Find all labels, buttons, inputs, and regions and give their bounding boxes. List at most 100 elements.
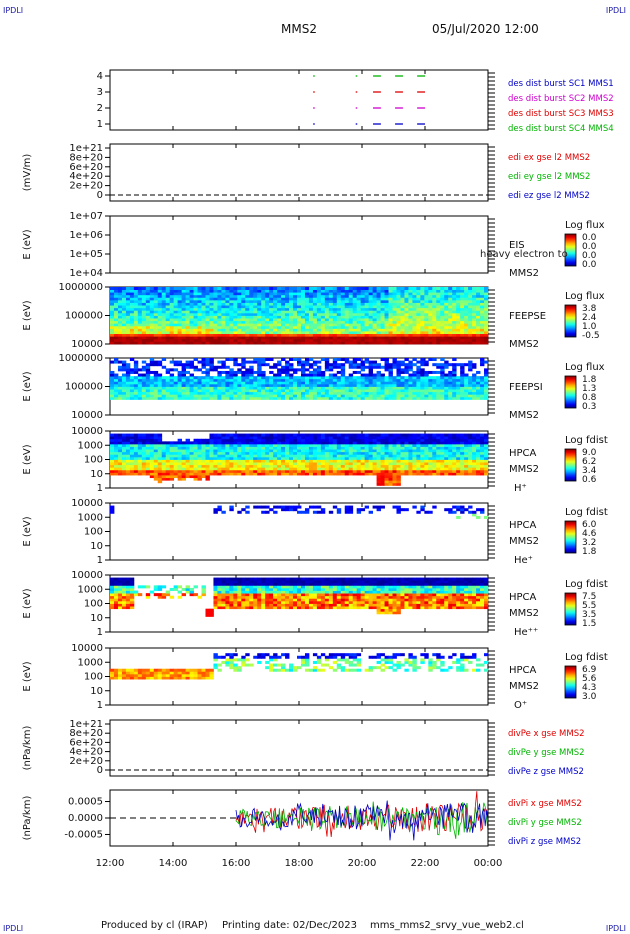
feepsi-colorbar-tick: 1.3 xyxy=(582,384,596,394)
hpca_he2-colorbar xyxy=(564,592,577,626)
burst-ytick-label: 3 xyxy=(97,87,103,98)
hpca_he-ytick-label: 10000 xyxy=(71,498,103,509)
hpca_he2-colorbar-tick: 5.5 xyxy=(582,601,596,611)
hpca_h-instrument-label: MMS2 xyxy=(509,464,539,475)
hpca_he-spectrogram xyxy=(110,505,489,519)
hpca_he2-instrument-label: HPCA xyxy=(509,592,537,603)
hpca_h-colorbar-title: Log fdist xyxy=(565,435,608,446)
hpca_he-ytick-label: 1000 xyxy=(78,512,103,523)
feepsi-colorbar-tick: 1.8 xyxy=(582,375,597,385)
feepse-instrument-label: MMS2 xyxy=(509,339,539,350)
hpca_he-ylabel: E (eV) xyxy=(22,516,33,546)
edi-right-ticks xyxy=(488,146,495,200)
hpca_he2-ytick-label: 100 xyxy=(84,599,103,610)
hpca_he-ytick-label: 100 xyxy=(84,527,103,538)
feepse-colorbar-title: Log flux xyxy=(565,291,605,302)
feepse-ytick-label: 100000 xyxy=(65,311,103,322)
edi-ytick-label: 4e+20 xyxy=(69,171,103,182)
divpe-ylabel: (nPa/km) xyxy=(22,726,33,771)
feepse-right-ticks xyxy=(488,289,495,343)
hpca_o-instrument-label: HPCA xyxy=(509,665,537,676)
hpca_he-instrument-label: HPCA xyxy=(509,520,537,531)
edi-ytick-label: 2e+20 xyxy=(69,181,103,192)
hpca_he2-colorbar-tick: 7.5 xyxy=(582,592,596,602)
divpe-ytick-label: 6e+20 xyxy=(69,737,103,748)
hpca_he-instrument-label: He⁺ xyxy=(514,555,533,566)
corner-label-top-left: IPDLI xyxy=(3,6,24,15)
divpi-legend-entry: divPi x gse MMS2 xyxy=(508,799,582,809)
divpi-ytick-label: -0.0005 xyxy=(64,829,103,840)
eis-ytick-label: 1e+07 xyxy=(69,211,103,222)
spacecraft-title: MMS2 xyxy=(281,22,317,36)
feepsi-spectrogram xyxy=(110,358,489,400)
hpca_h-ylabel: E (eV) xyxy=(22,444,33,474)
hpca_h-colorbar xyxy=(564,448,577,482)
eis-ytick-label: 1e+05 xyxy=(69,249,103,260)
feepse-ytick-label: 10000 xyxy=(71,339,103,350)
hpca_he2-ylabel: E (eV) xyxy=(22,588,33,618)
edi-ytick-label: 1e+21 xyxy=(69,143,103,154)
divpe-ytick-label: 4e+20 xyxy=(69,747,103,758)
time-tick-label: 20:00 xyxy=(348,858,377,869)
hpca_he-colorbar-tick: 1.8 xyxy=(582,547,597,557)
datetime-title: 05/Jul/2020 12:00 xyxy=(432,22,539,36)
divpe-legend-entry: divPe y gse MMS2 xyxy=(508,748,585,758)
hpca_h-ytick-label: 10 xyxy=(90,469,103,480)
hpca_he2-colorbar-tick: 3.5 xyxy=(582,610,596,620)
eis-right-ticks xyxy=(488,218,495,272)
divpe-ytick-label: 8e+20 xyxy=(69,728,103,739)
footer-printing-date: Printing date: 02/Dec/2023 xyxy=(222,920,358,931)
divpe-frame xyxy=(109,719,489,777)
hpca_he2-colorbar-tick: 1.5 xyxy=(582,619,596,629)
divpe-ytick-label: 2e+20 xyxy=(69,756,103,767)
hpca_h-colorbar-tick: 0.6 xyxy=(582,475,597,485)
hpca_he2-spectrogram xyxy=(110,577,489,617)
hpca_h-instrument-label: H⁺ xyxy=(514,483,527,494)
panel-divpi: 0.0005 0.0000 -0.0005 (nPa/km) divPi x gse M… xyxy=(22,789,582,847)
divpe-ytick-label: 0 xyxy=(97,765,103,776)
corner-label-bottom-left: IPDLI xyxy=(3,924,24,933)
feepse-colorbar-tick: 3.8 xyxy=(582,304,597,314)
hpca_h-colorbar-tick: 3.4 xyxy=(582,466,597,476)
feepse-colorbar-tick: 1.0 xyxy=(582,322,597,332)
eis-instrument-label: EIS xyxy=(509,240,525,251)
footer-script-name: mms_mms2_srvy_vue_web2.cl xyxy=(370,920,524,931)
time-tick-label: 14:00 xyxy=(159,858,188,869)
edi-ytick-label: 6e+20 xyxy=(69,162,103,173)
burst-legend-entry: des dist burst SC3 MMS3 xyxy=(508,109,614,119)
feepsi-colorbar-tick: 0.3 xyxy=(582,402,596,412)
hpca_o-ytick-label: 1 xyxy=(97,700,103,711)
hpca_h-right-ticks xyxy=(488,433,495,487)
hpca_h-ytick-label: 1 xyxy=(97,483,103,494)
eis-colorbar-tick: 0.0 xyxy=(582,251,597,261)
hpca_o-spectrogram xyxy=(110,653,489,680)
feepse-colorbar xyxy=(564,304,577,338)
hpca_he-ytick-label: 1 xyxy=(97,555,103,566)
eis-overlay-text: heavy electron to xyxy=(480,249,568,260)
hpca_he2-ytick-label: 1000 xyxy=(78,584,103,595)
feepsi-ytick-label: 100000 xyxy=(65,382,103,393)
feepsi-colorbar-title: Log flux xyxy=(565,362,605,373)
hpca_o-ytick-label: 10000 xyxy=(71,643,103,654)
hpca_o-ylabel: E (eV) xyxy=(22,661,33,691)
burst-right-ticks xyxy=(488,72,495,130)
eis-frame xyxy=(109,215,489,274)
burst-legend-entry: des dist burst SC2 MMS2 xyxy=(508,94,614,104)
divpi-legend-entry: divPi y gse MMS2 xyxy=(508,818,582,828)
corner-label-top-right: IPDLI xyxy=(605,6,626,15)
hpca_he2-ytick-label: 10000 xyxy=(71,570,103,581)
hpca_o-colorbar-tick: 6.9 xyxy=(582,665,597,675)
divpi-ytick-label: 0.0005 xyxy=(68,797,103,808)
time-tick-label: 16:00 xyxy=(222,858,251,869)
hpca_o-colorbar-tick: 4.3 xyxy=(582,683,596,693)
hpca_he2-right-ticks xyxy=(488,577,495,631)
time-tick-label: 12:00 xyxy=(96,858,125,869)
divpi-series-z xyxy=(235,800,489,841)
eis-colorbar-tick: 0.0 xyxy=(582,260,597,270)
hpca_o-colorbar-title: Log fdist xyxy=(565,652,608,663)
hpca_o-instrument-label: O⁺ xyxy=(514,700,527,711)
feepse-ytick-label: 1000000 xyxy=(58,282,103,293)
time-tick-label: 00:00 xyxy=(474,858,503,869)
hpca_he2-ytick-label: 1 xyxy=(97,627,103,638)
